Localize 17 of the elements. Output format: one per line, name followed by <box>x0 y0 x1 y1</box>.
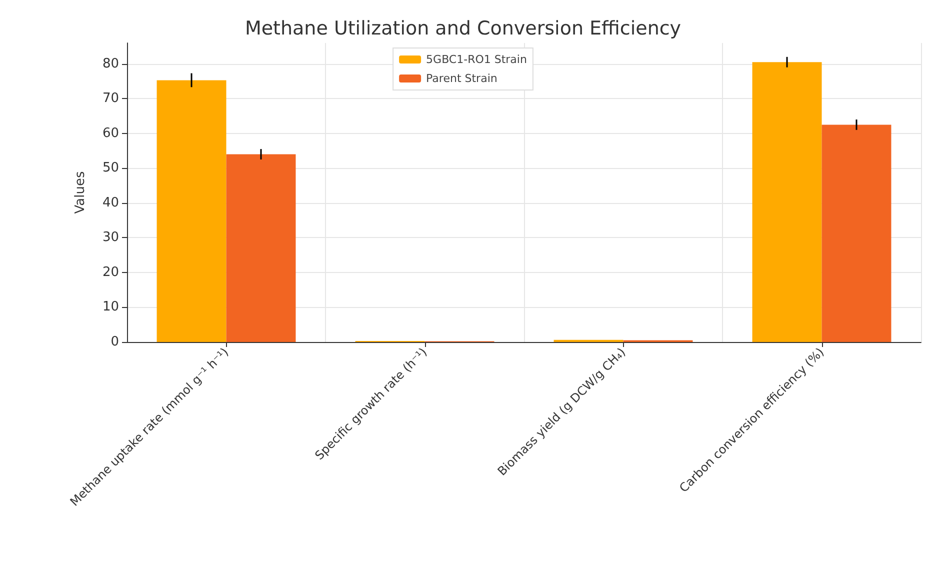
y-tick-label: 80 <box>102 56 119 72</box>
y-tick-label: 40 <box>102 195 119 210</box>
y-tick-label: 10 <box>102 300 119 315</box>
y-tick-label: 50 <box>102 160 119 176</box>
bar <box>226 154 296 342</box>
y-axis-title: Values <box>73 171 88 214</box>
legend-label: Parent Strain <box>426 72 498 85</box>
chart-title: Methane Utilization and Conversion Efficiency <box>244 18 682 40</box>
y-tick-label: 70 <box>102 91 119 106</box>
y-tick-label: 20 <box>102 264 119 280</box>
y-tick-label: 60 <box>102 126 119 141</box>
bar <box>822 124 892 342</box>
bar <box>752 62 822 342</box>
y-tick-label: 30 <box>102 230 119 246</box>
legend-label: 5GBC1-RO1 Strain <box>426 53 527 66</box>
bar <box>156 80 226 342</box>
y-tick-label: 0 <box>110 334 119 350</box>
